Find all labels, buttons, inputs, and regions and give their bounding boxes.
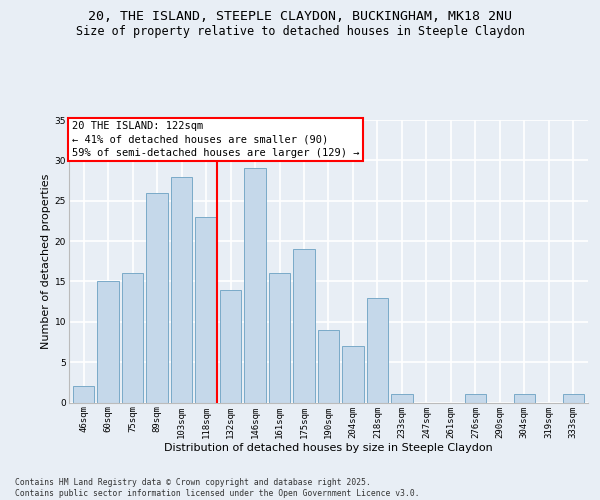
Text: Contains HM Land Registry data © Crown copyright and database right 2025.
Contai: Contains HM Land Registry data © Crown c… — [15, 478, 419, 498]
Bar — [220, 290, 241, 403]
Bar — [293, 249, 315, 402]
Bar — [269, 274, 290, 402]
Bar — [318, 330, 339, 402]
Bar — [342, 346, 364, 403]
Bar — [244, 168, 266, 402]
Bar — [563, 394, 584, 402]
Bar — [97, 282, 119, 403]
X-axis label: Distribution of detached houses by size in Steeple Claydon: Distribution of detached houses by size … — [164, 443, 493, 453]
Bar — [171, 176, 193, 402]
Text: 20 THE ISLAND: 122sqm
← 41% of detached houses are smaller (90)
59% of semi-deta: 20 THE ISLAND: 122sqm ← 41% of detached … — [71, 122, 359, 158]
Bar — [73, 386, 94, 402]
Bar — [122, 274, 143, 402]
Bar — [196, 217, 217, 402]
Text: Size of property relative to detached houses in Steeple Claydon: Size of property relative to detached ho… — [76, 25, 524, 38]
Y-axis label: Number of detached properties: Number of detached properties — [41, 174, 50, 349]
Bar — [464, 394, 486, 402]
Bar — [146, 192, 168, 402]
Bar — [391, 394, 413, 402]
Bar — [367, 298, 388, 403]
Bar — [514, 394, 535, 402]
Text: 20, THE ISLAND, STEEPLE CLAYDON, BUCKINGHAM, MK18 2NU: 20, THE ISLAND, STEEPLE CLAYDON, BUCKING… — [88, 10, 512, 23]
